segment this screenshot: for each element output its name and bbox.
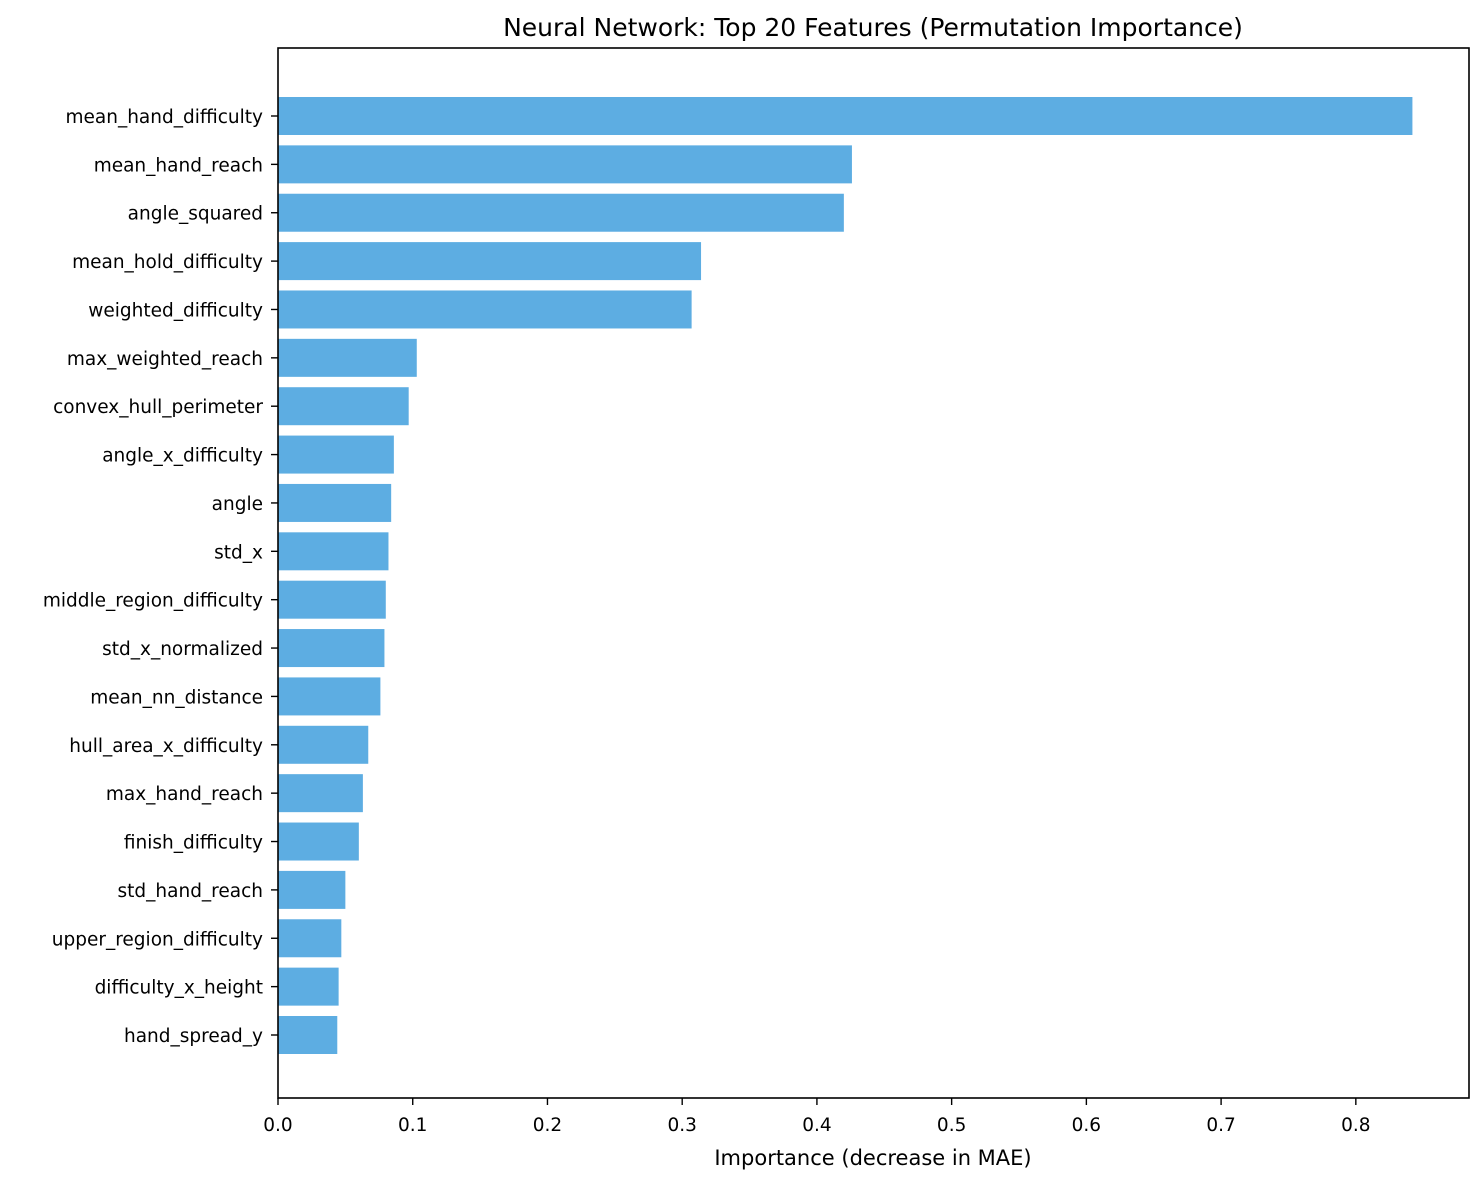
y-tick-label: max_weighted_reach	[67, 349, 263, 370]
y-tick-label: difficulty_x_height	[95, 978, 263, 999]
chart-title: Neural Network: Top 20 Features (Permuta…	[503, 13, 1243, 42]
bar-std_x_normalized	[278, 629, 385, 668]
y-tick-label: max_hand_reach	[106, 784, 263, 805]
bar-max_weighted_reach	[278, 338, 417, 377]
x-tick-label: 0.6	[1072, 1115, 1101, 1136]
bar-mean_nn_distance	[278, 677, 381, 716]
x-tick-label: 0.2	[533, 1115, 562, 1136]
y-tick-label: hand_spread_y	[124, 1026, 263, 1047]
x-tick-label: 0.0	[263, 1115, 292, 1136]
x-tick-label: 0.7	[1206, 1115, 1235, 1136]
bar-mean_hand_reach	[278, 145, 852, 184]
bar-middle_region_difficulty	[278, 580, 386, 619]
y-tick-label: angle_squared	[128, 204, 263, 225]
y-tick-label: std_x	[214, 542, 263, 563]
y-tick-label: std_x_normalized	[102, 639, 263, 660]
x-tick-label: 0.4	[802, 1115, 831, 1136]
bar-hull_area_x_difficulty	[278, 725, 369, 764]
y-tick-label: std_hand_reach	[118, 881, 263, 902]
bar-max_hand_reach	[278, 774, 363, 813]
bar-mean_hand_difficulty	[278, 97, 1413, 135]
x-tick-label: 0.8	[1341, 1115, 1370, 1136]
bar-angle_squared	[278, 193, 844, 232]
y-tick-label: mean_hand_reach	[94, 155, 263, 176]
plot-frame	[277, 47, 1470, 1099]
bar-angle_x_difficulty	[278, 435, 394, 474]
y-tick-label: finish_difficulty	[124, 833, 263, 854]
x-tick-label: 0.3	[667, 1115, 696, 1136]
y-tick-label: mean_nn_distance	[90, 687, 263, 708]
y-tick-label: hull_area_x_difficulty	[69, 736, 263, 757]
bar-angle	[278, 483, 392, 522]
bar-convex_hull_perimeter	[278, 387, 409, 426]
bar-difficulty_x_height	[278, 967, 339, 1006]
x-axis-label: Importance (decrease in MAE)	[714, 1146, 1031, 1170]
y-tick-label: mean_hand_difficulty	[65, 107, 263, 128]
y-tick-label: weighted_difficulty	[88, 300, 263, 321]
x-tick-label: 0.1	[398, 1115, 427, 1136]
bar-std_x	[278, 532, 389, 571]
bar-hand_spread_y	[278, 1016, 338, 1054]
y-tick-label: convex_hull_perimeter	[53, 397, 263, 418]
y-tick-label: angle	[212, 494, 263, 515]
bar-std_hand_reach	[278, 870, 346, 909]
y-tick-label: middle_region_difficulty	[43, 591, 263, 612]
y-tick-label: upper_region_difficulty	[52, 929, 263, 950]
x-tick-label: 0.5	[937, 1115, 966, 1136]
bar-upper_region_difficulty	[278, 919, 342, 958]
y-tick-label: angle_x_difficulty	[102, 446, 263, 467]
y-tick-label: mean_hold_difficulty	[72, 252, 263, 273]
bar-mean_hold_difficulty	[278, 242, 702, 281]
bar-finish_difficulty	[278, 822, 359, 861]
bar-weighted_difficulty	[278, 290, 692, 329]
